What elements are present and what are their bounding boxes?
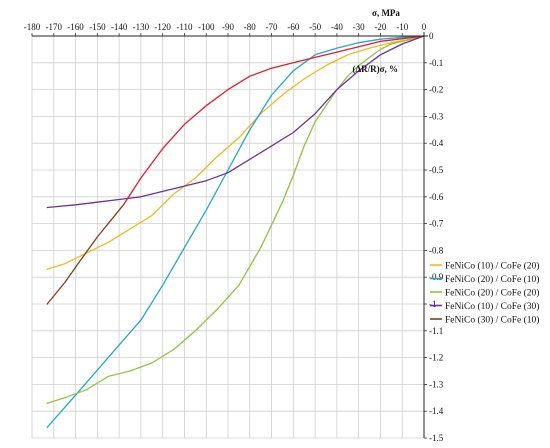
y-tick-label: -0.2 [429,85,443,95]
x-tick-label: -90 [222,22,234,32]
x-axis-title: σ, MPa [372,8,400,18]
y-tick-label: -1.5 [429,433,444,443]
x-tick-label: -40 [331,22,343,32]
y-tick-label: -0.5 [429,165,444,175]
y-tick-label: -1.3 [429,379,444,389]
legend-label: FeNiCo (20) / CoFe (10) [445,274,539,285]
x-tick-label: -150 [89,22,106,32]
y-tick-label: -0.9 [429,272,444,282]
y-tick-label: -0.1 [429,58,443,68]
x-tick-label: -60 [287,22,299,32]
y-axis-title: (ΔR/R)σ, % [352,64,398,74]
x-tick-label: -160 [67,22,84,32]
legend-label: FeNiCo (10) / CoFe (30) [445,301,539,312]
x-tick-label: -140 [111,22,128,32]
y-tick-label: 0 [429,31,434,41]
legend: FeNiCo (10) / CoFe (20) FeNiCo (20) / CoF… [430,261,539,326]
legend-label: FeNiCo (30) / CoFe (10) [445,315,539,326]
y-tick-label: -0.7 [429,219,444,229]
x-tick-label: -110 [176,22,193,32]
x-tick-label: -20 [374,22,386,32]
y-tick-label: -1.2 [429,353,443,363]
series-lines [46,35,425,428]
series-line-3 [46,35,425,209]
x-tick-label: -80 [244,22,256,32]
x-tick-label: -130 [133,22,150,32]
y-tick-label: -0.6 [429,192,444,202]
x-tick-label: -180 [24,22,41,32]
y-tick-label: -0.8 [429,245,444,255]
y-tick-label: -1.4 [429,406,444,416]
x-axis-ticks: -180 -170 -160 -150 -140 -130 -120 -110 -100 -90-… [24,22,427,36]
x-tick-label: -100 [198,22,215,32]
x-tick-label: -10 [396,22,408,32]
series-line-5 [122,35,425,206]
series-line-4 [46,204,125,305]
axes: -180 -170 -160 -150 -140 -130 -120 -110 -100 -90-… [24,8,444,443]
x-tick-label: -50 [309,22,321,32]
y-tick-label: -0.4 [429,138,444,148]
x-tick-label: -70 [266,22,278,32]
y-tick-label: -1.1 [429,326,443,336]
series-line-1 [46,35,425,428]
y-axis-ticks: 0 -0.1 -0.2 -0.3 -0.4 -0.5 -0.6 -0.7 -0.8 -0.9 -1 -… [424,31,444,443]
series-line-2 [46,35,425,404]
legend-label: FeNiCo (20) / CoFe (20) [445,288,539,299]
x-tick-label: 0 [422,22,427,32]
series-line-0 [46,35,425,270]
x-tick-label: -120 [154,22,171,32]
x-tick-label: -30 [353,22,365,32]
y-tick-label: -0.3 [429,111,444,121]
legend-label: FeNiCo (10) / CoFe (20) [445,261,539,272]
x-tick-label: -170 [46,22,63,32]
y-tick-label: -1 [429,299,437,309]
